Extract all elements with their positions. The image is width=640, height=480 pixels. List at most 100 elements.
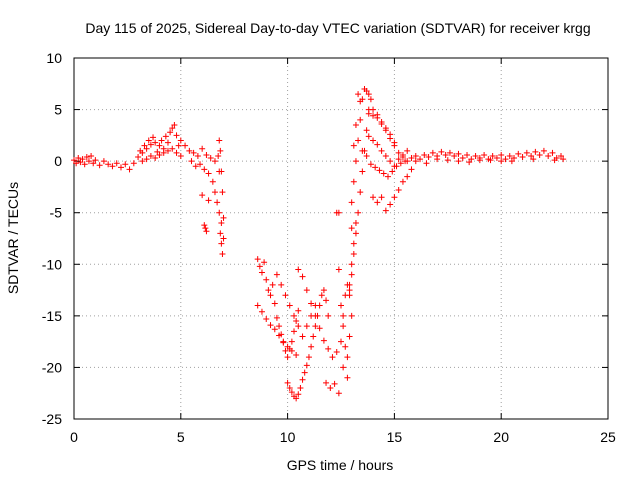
data-point — [357, 98, 364, 105]
data-point — [384, 173, 391, 180]
data-point — [207, 155, 214, 162]
data-point — [408, 155, 415, 162]
data-point — [355, 209, 362, 216]
data-point — [370, 194, 377, 201]
data-point — [216, 209, 223, 216]
data-point — [455, 158, 462, 165]
data-point — [348, 312, 355, 319]
data-point — [389, 168, 396, 175]
data-point — [536, 151, 543, 158]
data-point — [202, 225, 209, 232]
data-point — [545, 152, 552, 159]
data-point — [303, 362, 310, 369]
data-point — [258, 269, 265, 276]
data-point — [158, 137, 165, 144]
data-point — [105, 161, 112, 168]
data-point — [429, 149, 436, 156]
data-point — [293, 395, 300, 402]
data-point — [263, 315, 270, 322]
data-point — [90, 160, 97, 167]
data-point — [173, 149, 180, 156]
data-point — [444, 157, 451, 164]
y-tick-label: -25 — [42, 411, 62, 427]
data-point — [370, 112, 377, 119]
data-point — [167, 129, 174, 136]
data-point — [348, 199, 355, 206]
x-tick-label: 25 — [600, 429, 616, 445]
data-point — [205, 170, 212, 177]
data-point — [218, 220, 225, 227]
data-point — [150, 134, 157, 141]
data-point — [182, 142, 189, 149]
data-point — [286, 302, 293, 309]
data-point — [378, 121, 385, 128]
data-point — [395, 149, 402, 156]
data-point — [528, 152, 535, 159]
x-tick-label: 5 — [177, 429, 185, 445]
data-point — [382, 207, 389, 214]
data-point — [519, 154, 526, 161]
data-point — [355, 91, 362, 98]
data-point — [81, 161, 88, 168]
data-point — [147, 152, 154, 159]
data-point — [338, 338, 344, 345]
data-point — [199, 192, 206, 199]
data-point — [282, 292, 289, 299]
data-point — [502, 156, 509, 163]
data-point — [438, 148, 445, 155]
data-point — [357, 189, 364, 196]
data-point — [395, 187, 402, 194]
data-point — [254, 256, 261, 263]
data-point — [308, 300, 315, 307]
data-point — [199, 145, 206, 152]
data-point — [109, 163, 116, 170]
data-point — [352, 220, 359, 227]
data-point — [175, 142, 182, 149]
data-point — [301, 369, 308, 376]
data-point — [192, 163, 199, 170]
data-point — [425, 154, 432, 161]
data-point — [273, 314, 280, 321]
data-point — [288, 389, 295, 396]
data-point — [451, 152, 458, 159]
x-tick-label: 0 — [70, 429, 78, 445]
x-tick-label: 20 — [493, 429, 509, 445]
data-point — [404, 173, 411, 180]
data-point — [295, 391, 302, 398]
data-point — [303, 323, 310, 330]
data-point — [472, 152, 479, 159]
data-point — [382, 152, 389, 159]
data-point — [329, 354, 336, 361]
data-point — [378, 147, 385, 154]
data-point — [363, 127, 370, 134]
data-point — [188, 158, 195, 165]
data-point — [139, 149, 146, 156]
data-point — [312, 302, 319, 309]
data-point — [338, 302, 344, 309]
data-point — [348, 261, 355, 268]
data-point — [352, 158, 359, 165]
data-point — [481, 151, 488, 158]
data-point — [335, 209, 342, 216]
data-point — [205, 197, 212, 204]
data-point — [506, 152, 513, 159]
data-point — [325, 345, 332, 352]
data-point — [271, 300, 278, 307]
data-point — [399, 178, 406, 185]
data-point — [162, 133, 169, 140]
data-point — [560, 156, 567, 163]
data-point — [352, 122, 359, 129]
data-point — [177, 152, 184, 159]
data-point — [530, 156, 537, 163]
data-point — [293, 318, 300, 325]
data-point — [344, 374, 351, 381]
data-point — [201, 166, 208, 173]
data-point — [96, 162, 103, 169]
data-point — [297, 385, 304, 392]
data-point — [299, 333, 306, 340]
data-point — [372, 164, 379, 171]
y-tick-label: 0 — [54, 153, 62, 169]
data-point — [367, 96, 374, 103]
x-tick-label: 10 — [280, 429, 296, 445]
y-tick-label: -15 — [42, 308, 62, 324]
